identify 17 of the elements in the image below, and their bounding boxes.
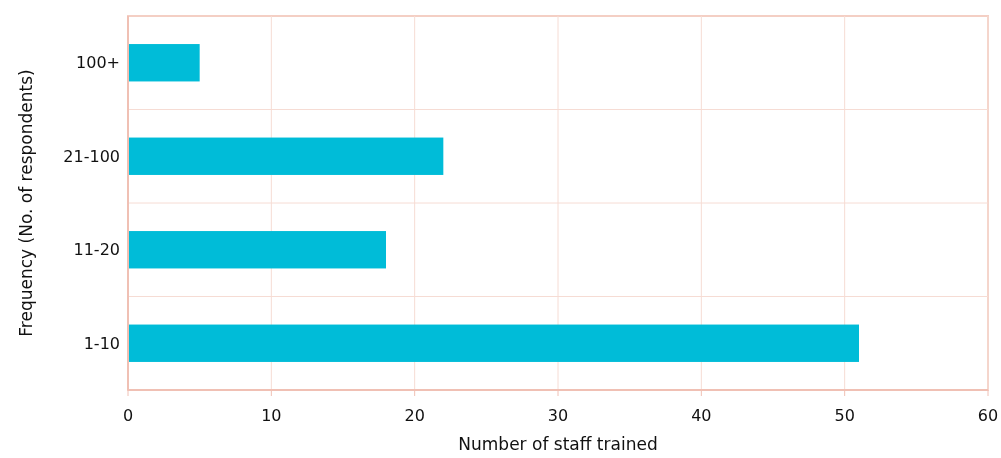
y-tick-label: 1-10 [83, 333, 120, 353]
x-axis-title: Number of staff trained [458, 434, 658, 454]
bar [128, 137, 444, 175]
x-tick-label: 10 [261, 406, 282, 425]
y-tick-label: 21-100 [63, 146, 120, 166]
x-tick-label: 40 [691, 406, 712, 425]
x-tick-label: 60 [977, 406, 999, 425]
bar [128, 44, 200, 82]
y-axis-title: Frequency (No. of respondents) [16, 69, 36, 337]
y-tick-label: 11-20 [73, 240, 120, 260]
bar [128, 231, 386, 269]
bar [128, 324, 859, 362]
y-tick-label: 100+ [76, 53, 120, 73]
x-tick-label: 30 [547, 406, 569, 425]
x-tick-label: 0 [122, 406, 134, 425]
x-tick-label: 20 [404, 406, 425, 425]
x-tick-label: 50 [834, 406, 855, 425]
